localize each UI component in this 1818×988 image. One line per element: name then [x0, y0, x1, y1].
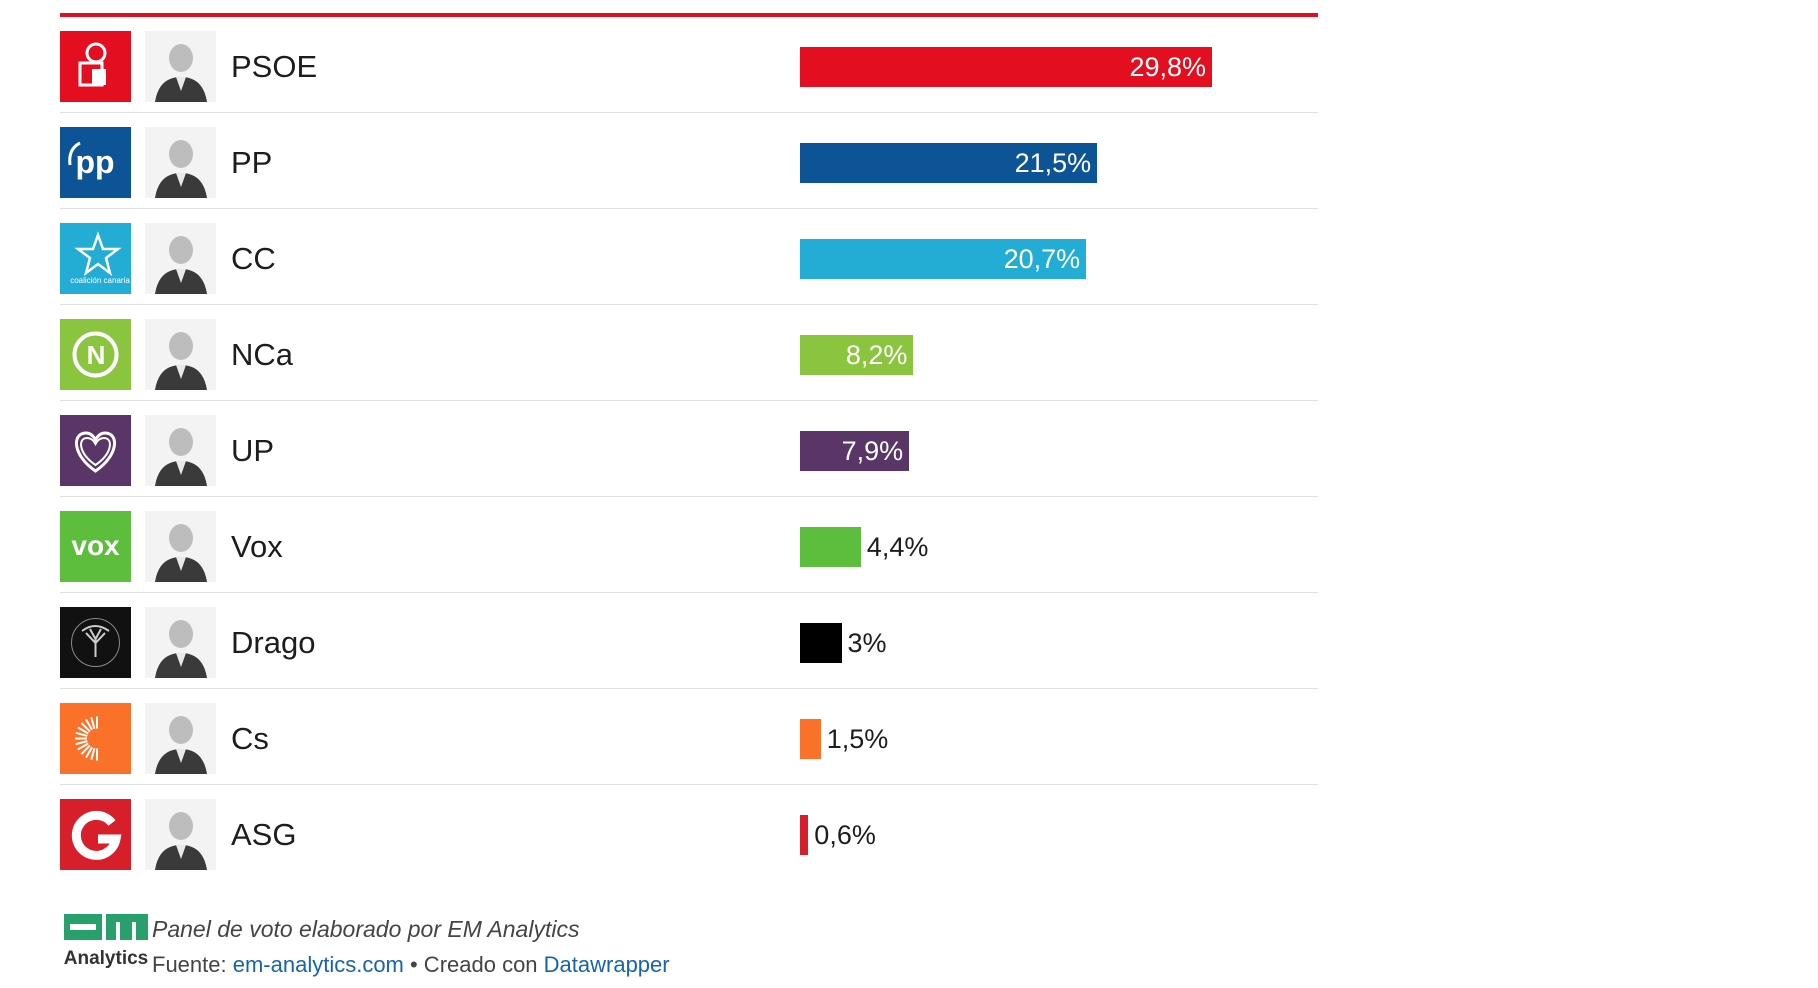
party-label: Cs — [231, 721, 269, 756]
bar — [800, 623, 842, 663]
value-label: 7,9% — [841, 436, 904, 466]
candidate-photo — [145, 703, 216, 774]
svg-text:coalición canaria: coalición canaria — [70, 276, 130, 285]
candidate-photo — [145, 223, 216, 294]
chart-row: Drago 3% — [60, 593, 1318, 689]
candidate-photo — [145, 415, 216, 486]
value-label: 0,6% — [814, 820, 876, 850]
bar — [800, 335, 914, 375]
candidate-photo — [145, 127, 216, 198]
svg-text:vox: vox — [71, 530, 120, 561]
em-logo-text: Analytics — [64, 948, 148, 969]
bar-chart: PSOE 29,8% pp PP 21,5% coalición canaria CC 20,… — [60, 13, 1318, 880]
candidate-photo — [145, 31, 216, 102]
chart-row: Cs 1,5% — [60, 689, 1318, 785]
bar — [800, 239, 1087, 279]
datawrapper-link[interactable]: Datawrapper — [543, 952, 670, 977]
party-label: PSOE — [231, 49, 318, 84]
party-label: Vox — [231, 529, 283, 564]
candidate-photo — [145, 319, 216, 390]
chart-row: PSOE 29,8% — [60, 17, 1318, 113]
up-heart-icon — [60, 415, 131, 486]
chart-row: UP 7,9% — [60, 401, 1318, 497]
candidate-photo — [145, 607, 216, 678]
bar — [800, 815, 809, 855]
top-accent-line — [60, 13, 1318, 17]
bar — [800, 47, 1212, 87]
chart-footer: Analytics Panel de voto elaborado por EM… — [62, 912, 822, 982]
candidate-photo — [145, 511, 216, 582]
chart-row: pp PP 21,5% — [60, 113, 1318, 209]
psoe-rose-icon — [60, 31, 131, 102]
bar — [800, 143, 1098, 183]
cs-logo-icon — [60, 703, 131, 774]
nca-logo-icon: N — [60, 319, 131, 390]
party-label: ASG — [231, 817, 297, 852]
party-label: Drago — [231, 625, 316, 660]
asg-logo-icon — [60, 799, 131, 870]
chart-rows: PSOE 29,8% pp PP 21,5% coalición canaria CC 20,… — [60, 17, 1318, 880]
value-label: 21,5% — [1014, 148, 1092, 178]
source-separator: • Creado con — [403, 952, 544, 977]
svg-text:N: N — [87, 340, 106, 370]
value-label: 8,2% — [845, 340, 908, 370]
candidate-photo — [145, 799, 216, 870]
chart-row: N NCa 8,2% — [60, 305, 1318, 401]
value-label: 4,4% — [866, 532, 929, 562]
value-label: 20,7% — [1003, 244, 1081, 274]
drago-tree-icon — [60, 607, 131, 678]
party-label: CC — [231, 241, 276, 276]
footer-note: Panel de voto elaborado por EM Analytics — [152, 916, 580, 942]
svg-text:pp: pp — [75, 144, 114, 180]
value-label: 1,5% — [826, 724, 889, 754]
footer-source: Fuente: em-analytics.com • Creado con Da… — [152, 952, 670, 978]
source-prefix: Fuente: — [152, 952, 233, 977]
em-analytics-logo: Analytics — [64, 914, 148, 969]
party-label: NCa — [231, 337, 294, 372]
bar — [800, 719, 821, 759]
party-label: PP — [231, 145, 273, 180]
value-label: 29,8% — [1129, 52, 1206, 82]
bar — [800, 527, 861, 567]
chart-row: vox Vox 4,4% — [60, 497, 1318, 593]
vox-logo-icon: vox — [60, 511, 131, 582]
source-link[interactable]: em-analytics.com — [232, 952, 404, 977]
chart-row: coalición canaria CC 20,7% — [60, 209, 1318, 305]
cc-star-icon: coalición canaria — [60, 223, 131, 294]
value-label: 3% — [847, 628, 887, 658]
chart-row: ASG 0,6% — [60, 785, 1318, 880]
pp-logo-icon: pp — [60, 127, 131, 198]
bar — [800, 431, 910, 471]
party-label: UP — [231, 433, 275, 468]
